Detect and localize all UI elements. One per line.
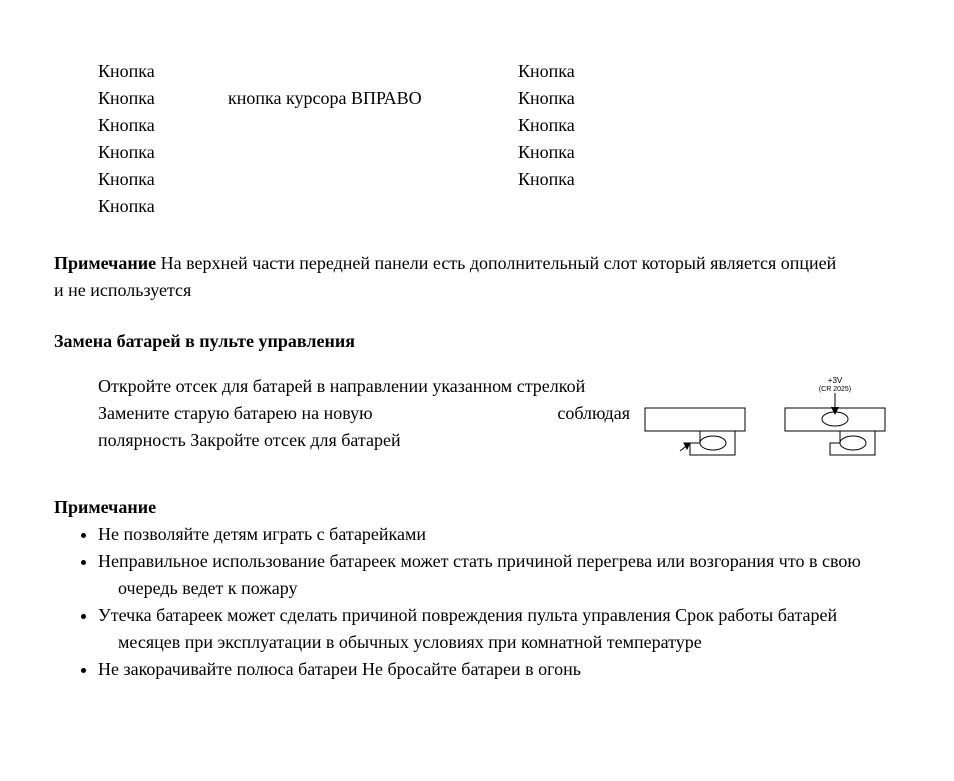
notes-2-item: Не закорачивайте полюса батареи Не броса… (98, 656, 900, 683)
battery-diagram: +3V (CR 2025) (640, 373, 900, 468)
notes-2: Примечание Не позволяйте детям играть с … (54, 494, 900, 683)
notes-2-list: Не позволяйте детям играть с батарейками… (54, 521, 900, 683)
battery-line1: Откройте отсек для батарей в направлении… (98, 373, 630, 400)
battery-line2-a: Замените старую батарею на новую (98, 400, 373, 427)
notes-2-item: Неправильное использование батареек може… (98, 548, 900, 602)
col1-item: Кнопка (98, 166, 228, 193)
col3-item: Кнопка (518, 58, 575, 85)
notes-2-item-cont: очередь ведет к пожару (118, 575, 900, 602)
battery-line2: Замените старую батарею на новую соблюда… (98, 400, 630, 427)
button-columns: Кнопка Кнопка Кнопка Кнопка Кнопка Кнопк… (98, 58, 900, 220)
notes-2-item-cont: месяцев при эксплуатации в обычных услов… (118, 629, 900, 656)
notes-2-item-text: Не позволяйте детям играть с батарейками (98, 524, 426, 544)
col1-item: Кнопка (98, 58, 228, 85)
note-1-text-b: и не используется (54, 277, 900, 304)
battery-line2-b: соблюдая (557, 400, 630, 427)
col3-item: Кнопка (518, 166, 575, 193)
col3-item: Кнопка (518, 112, 575, 139)
diagram-label-sub: (CR 2025) (819, 386, 851, 393)
column-1: Кнопка Кнопка Кнопка Кнопка Кнопка Кнопк… (98, 58, 228, 220)
diagram-label-top: +3V (828, 376, 843, 385)
col2-item: кнопка курсора ВПРАВО (228, 85, 518, 112)
note-1-label: Примечание (54, 253, 156, 273)
notes-2-item-text: Неправильное использование батареек може… (98, 551, 861, 571)
col1-item: Кнопка (98, 139, 228, 166)
note-1: Примечание На верхней части передней пан… (54, 250, 900, 304)
notes-2-item: Не позволяйте детям играть с батарейками (98, 521, 900, 548)
column-3: Кнопка Кнопка Кнопка Кнопка Кнопка (518, 58, 575, 220)
battery-line3: полярность Закройте отсек для батарей (98, 427, 630, 454)
battery-text: Откройте отсек для батарей в направлении… (98, 373, 630, 454)
notes-2-item-text: Не закорачивайте полюса батареи Не броса… (98, 659, 581, 679)
notes-2-item-text: Утечка батареек может сделать причиной п… (98, 605, 837, 625)
battery-block: Откройте отсек для батарей в направлении… (54, 373, 900, 468)
section-title: Замена батарей в пульте управления (54, 328, 900, 355)
document-page: Кнопка Кнопка Кнопка Кнопка Кнопка Кнопк… (0, 0, 954, 781)
col1-item: Кнопка (98, 85, 228, 112)
note-1-text-a: На верхней части передней панели есть до… (156, 253, 836, 273)
col3-item: Кнопка (518, 139, 575, 166)
col2-empty (228, 58, 518, 85)
notes-2-item: Утечка батареек может сделать причиной п… (98, 602, 900, 656)
col1-item: Кнопка (98, 112, 228, 139)
battery-diagram-svg: +3V (CR 2025) (640, 373, 900, 468)
col3-item: Кнопка (518, 85, 575, 112)
notes-2-label: Примечание (54, 494, 900, 521)
column-2: кнопка курсора ВПРАВО (228, 58, 518, 220)
col1-item: Кнопка (98, 193, 228, 220)
